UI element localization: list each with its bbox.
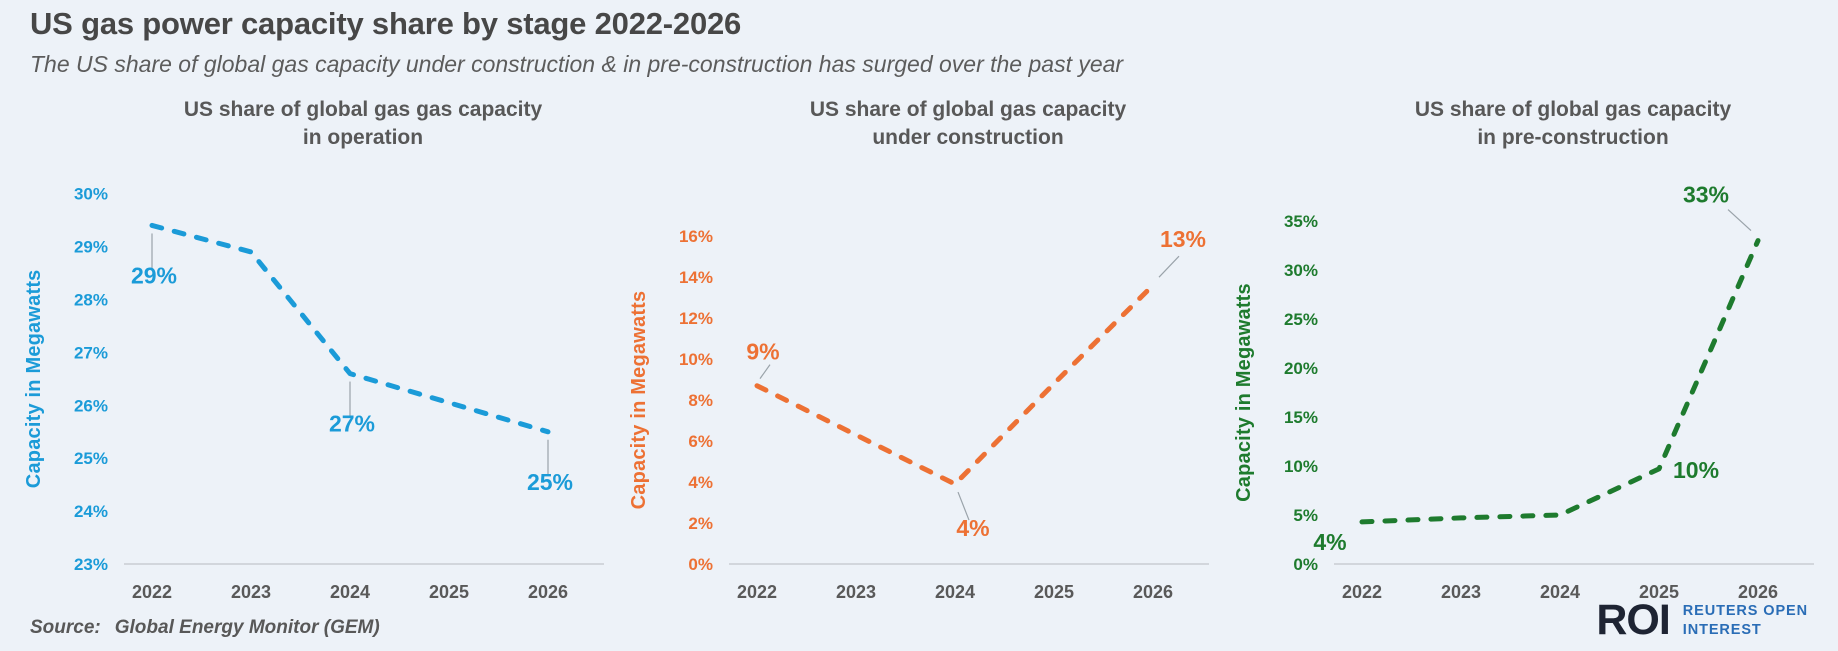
data-point-label: 27% [329, 411, 375, 437]
y-tick-label: 10% [679, 350, 713, 369]
x-tick-label: 2026 [1133, 582, 1173, 602]
y-tick-label: 14% [679, 268, 713, 287]
y-tick-label: 2% [688, 514, 713, 533]
x-tick-label: 2026 [528, 582, 568, 602]
charts-row: US share of global gas gas capacity in o… [12, 96, 1827, 614]
x-tick-label: 2025 [1639, 582, 1679, 602]
chart-title: US share of global gas capacity under co… [727, 96, 1209, 154]
y-axis-title: Capacity in Megawatts [1233, 283, 1255, 502]
line-chart-pre-construction: 35% 30% 25% 20% 15% 10% 5% 0% 2022 2023 2024 2025 20… [1233, 182, 1814, 602]
chart-title: US share of global gas gas capacity in o… [122, 96, 604, 154]
label-leader-line [1727, 209, 1752, 232]
roi-tagline-line: REUTERS OPEN [1682, 603, 1808, 620]
x-tick-label: 2023 [231, 582, 271, 602]
data-point-label: 4% [956, 515, 989, 541]
chart-title-line: US share of global gas capacity [809, 98, 1127, 121]
x-tick-label: 2022 [132, 582, 172, 602]
x-tick-label: 2022 [737, 582, 777, 602]
data-line [149, 222, 551, 435]
line-chart-under-construction: 16% 14% 12% 10% 8% 6% 4% 2% 0% 2022 2023 2024 2025 20… [628, 226, 1209, 602]
data-line [754, 282, 1156, 487]
chart-title-line: in pre-construction [1477, 125, 1669, 149]
y-tick-label: 24% [74, 502, 108, 521]
x-tick-label: 2024 [330, 582, 370, 602]
x-tick-label: 2023 [1441, 582, 1481, 602]
y-tick-label: 4% [688, 473, 713, 492]
page-header: US gas power capacity share by stage 202… [30, 6, 1808, 78]
page-subtitle: The US share of global gas capacity unde… [30, 51, 1124, 77]
line-chart-operation: 30% 29% 28% 27% 26% 25% 24% 23% 2022 2023 2024 2025… [23, 185, 604, 602]
x-tick-label: 2024 [1540, 582, 1580, 602]
label-leader-line [759, 364, 771, 379]
y-axis-title: Capacity in Megawatts [628, 291, 650, 510]
y-tick-label: 25% [1284, 310, 1318, 329]
x-tick-label: 2022 [1342, 582, 1382, 602]
chart-under-construction: US share of global gas capacity under co… [617, 96, 1222, 614]
chart-title-line: US share of global gas capacity [1414, 98, 1732, 121]
source-text: Global Energy Monitor (GEM) [114, 617, 380, 638]
chart-title-line: under construction [872, 125, 1064, 149]
label-leader-line [957, 491, 970, 521]
data-point-label: 29% [131, 262, 177, 288]
y-tick-label: 30% [1284, 261, 1318, 280]
y-axis-title: Capacity in Megawatts [23, 269, 45, 488]
data-point-label: 25% [527, 469, 573, 495]
x-tick-label: 2024 [935, 582, 975, 602]
source-note: Source: Global Energy Monitor (GEM) [30, 617, 380, 639]
y-tick-label: 0% [1293, 555, 1318, 574]
x-tick-label: 2026 [1738, 582, 1778, 602]
data-point-label: 13% [1160, 226, 1206, 252]
y-tick-label: 23% [74, 555, 108, 574]
y-tick-label: 16% [679, 227, 713, 246]
y-tick-label: 26% [74, 396, 108, 415]
roi-logo-text: ROI [1596, 596, 1670, 644]
y-tick-label: 15% [1284, 408, 1318, 427]
roi-tagline-line: INTEREST [1682, 621, 1762, 638]
y-tick-label: 35% [1284, 212, 1318, 231]
y-tick-label: 0% [688, 555, 713, 574]
chart-title-line: in operation [302, 125, 424, 149]
x-tick-label: 2025 [429, 582, 469, 602]
chart-title: US share of global gas capacity in pre-c… [1332, 96, 1814, 154]
label-leader-line [1158, 255, 1180, 278]
data-point-label: 10% [1673, 457, 1719, 483]
y-tick-label: 5% [1293, 506, 1318, 525]
source-label: Source: [30, 617, 101, 638]
x-tick-label: 2023 [836, 582, 876, 602]
y-tick-label: 30% [74, 185, 108, 204]
chart-title-line: US share of global gas gas capacity [183, 98, 543, 121]
data-point-label: 33% [1683, 182, 1729, 208]
data-point-label: 9% [746, 339, 779, 365]
y-tick-label: 6% [688, 432, 713, 451]
y-tick-label: 12% [679, 309, 713, 328]
y-tick-label: 27% [74, 343, 108, 362]
data-point-label: 4% [1313, 529, 1346, 555]
data-line [1359, 238, 1761, 525]
roi-logo: ROI REUTERS OPEN INTEREST [1596, 599, 1808, 642]
y-tick-label: 8% [688, 391, 713, 410]
y-tick-label: 28% [74, 291, 108, 310]
chart-operation: US share of global gas gas capacity in o… [12, 96, 617, 614]
y-tick-label: 29% [74, 238, 108, 257]
y-tick-label: 10% [1284, 457, 1318, 476]
page-title: US gas power capacity share by stage 202… [30, 6, 742, 41]
y-tick-label: 25% [74, 449, 108, 468]
y-tick-label: 20% [1284, 359, 1318, 378]
roi-tagline: REUTERS OPEN INTEREST [1683, 602, 1808, 638]
chart-pre-construction: US share of global gas capacity in pre-c… [1222, 96, 1827, 614]
x-tick-label: 2025 [1034, 582, 1074, 602]
